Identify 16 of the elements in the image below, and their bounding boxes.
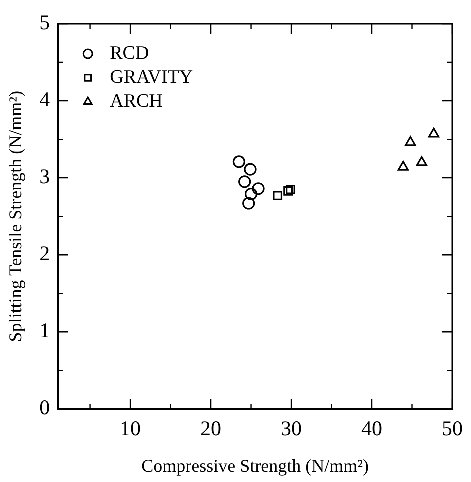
legend-label: GRAVITY <box>110 66 194 88</box>
legend-label: ARCH <box>110 90 164 112</box>
x-axis-title: Compressive Strength (N/mm²) <box>142 456 369 476</box>
x-tick-label: 40 <box>362 416 383 440</box>
x-tick-label: 30 <box>281 416 302 440</box>
y-tick-label: 2 <box>40 242 50 266</box>
x-tick-label: 10 <box>120 416 142 440</box>
y-tick-label: 1 <box>40 318 50 343</box>
y-tick-label: 4 <box>40 88 51 112</box>
y-axis-title: Splitting Tensile Strength (N/mm²) <box>6 90 26 342</box>
x-tick-label: 50 <box>442 416 463 440</box>
legend-label: RCD <box>110 42 150 64</box>
y-tick-label: 5 <box>40 10 50 35</box>
x-tick-label: 20 <box>200 416 222 440</box>
y-tick-label: 0 <box>40 396 50 420</box>
y-tick-label: 3 <box>40 164 50 189</box>
